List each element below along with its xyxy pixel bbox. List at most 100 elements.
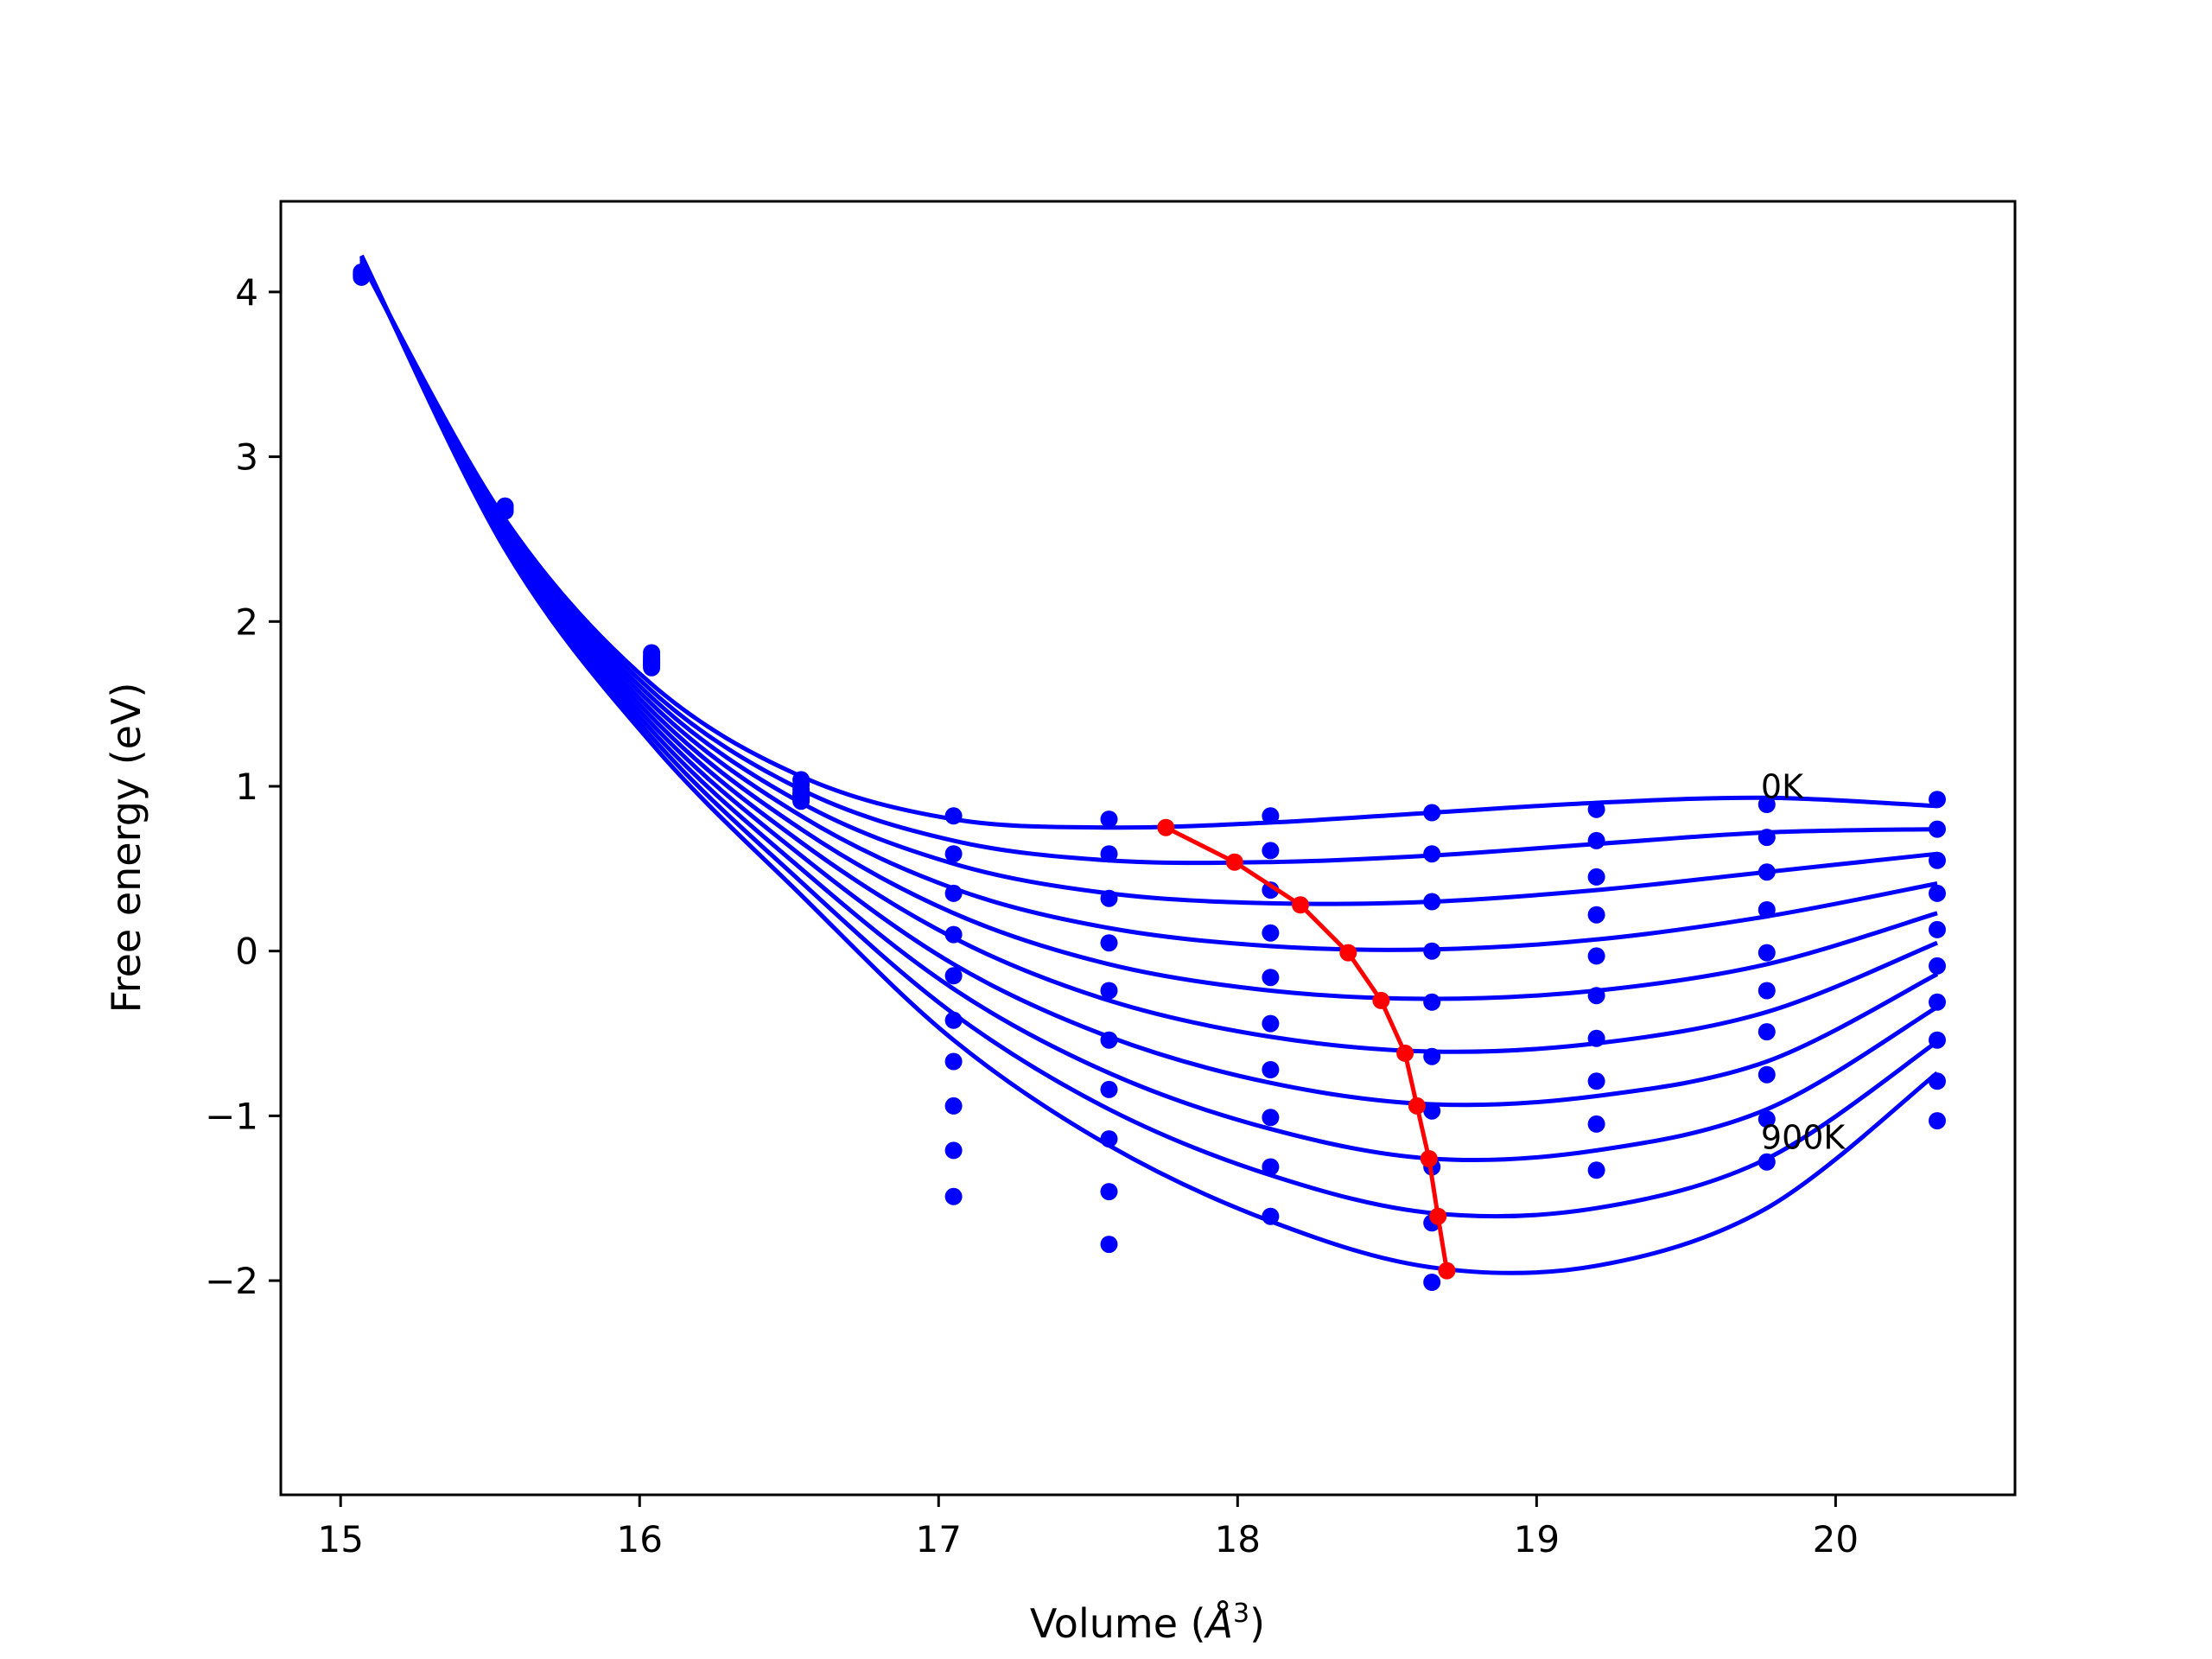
data-point-900K-1: [496, 502, 514, 520]
minima-point-6: [1408, 1096, 1426, 1115]
data-point-900K-10: [1929, 1112, 1946, 1130]
y-axis-label: Free energy (eV): [103, 683, 149, 1014]
data-point-700K-6: [1262, 1109, 1280, 1127]
fit-curve-800K: [359, 254, 1939, 1219]
data-point-700K-10: [1929, 1031, 1946, 1049]
data-point-400K-7: [1423, 993, 1441, 1011]
data-point-500K-4: [944, 1011, 963, 1029]
x-axis-label-exponent: 3: [1233, 1599, 1249, 1629]
x-tick-label-17: 17: [916, 1518, 962, 1560]
data-point-900K-4: [944, 1187, 963, 1205]
y-tick-label-3: 3: [235, 436, 258, 479]
data-point-500K-9: [1758, 982, 1776, 1000]
data-point-700K-5: [1100, 1130, 1118, 1148]
data-point-500K-10: [1929, 957, 1946, 975]
data-point-600K-9: [1758, 1023, 1776, 1041]
data-point-800K-4: [944, 1141, 963, 1160]
y-tick-label-0: 0: [235, 931, 258, 973]
minima-point-8: [1429, 1207, 1447, 1225]
data-point-300K-8: [1587, 906, 1605, 924]
data-point-100K-8: [1587, 831, 1605, 849]
data-point-500K-5: [1100, 1031, 1118, 1049]
data-point-0K-7: [1423, 804, 1441, 822]
minima-group: [1157, 818, 1456, 1280]
x-tick-label-18: 18: [1215, 1518, 1261, 1560]
fit-curve-200K: [359, 259, 1938, 906]
data-point-400K-10: [1929, 920, 1946, 938]
data-point-100K-5: [1100, 845, 1118, 863]
fit-curve-100K: [359, 261, 1938, 866]
data-point-900K-2: [643, 658, 661, 677]
data-point-900K-9: [1758, 1153, 1776, 1171]
minima-point-3: [1339, 944, 1357, 962]
data-point-200K-7: [1423, 893, 1441, 911]
data-point-900K-8: [1587, 1161, 1605, 1179]
fit-curve-700K: [359, 256, 1939, 1163]
x-axis-label-prefix: Volume (: [1030, 1600, 1206, 1647]
data-point-100K-10: [1929, 820, 1946, 838]
fit-curves-group: [359, 254, 1939, 1275]
x-tick-label-20: 20: [1813, 1518, 1859, 1560]
data-point-800K-8: [1587, 1115, 1605, 1133]
data-point-400K-8: [1587, 947, 1605, 965]
data-point-100K-6: [1262, 842, 1280, 860]
minima-point-4: [1372, 991, 1390, 1009]
minima-point-1: [1225, 853, 1243, 871]
minima-line: [1165, 825, 1449, 1272]
data-point-400K-9: [1758, 944, 1776, 962]
x-tick-label-16: 16: [617, 1518, 663, 1560]
data-point-600K-6: [1262, 1061, 1280, 1078]
data-point-100K-7: [1423, 845, 1441, 863]
x-tick-label-19: 19: [1514, 1518, 1560, 1560]
minima-point-5: [1396, 1044, 1414, 1062]
data-point-0K-5: [1100, 810, 1118, 829]
data-point-400K-4: [944, 967, 963, 985]
data-point-800K-5: [1100, 1183, 1118, 1201]
y-tick-label-1: 1: [235, 766, 258, 808]
data-point-0K-9: [1758, 796, 1776, 813]
data-point-200K-9: [1758, 863, 1776, 881]
fit-curve-900K: [359, 254, 1939, 1275]
fit-curve-300K: [359, 259, 1938, 952]
data-point-800K-9: [1758, 1110, 1776, 1128]
data-point-600K-4: [944, 1052, 963, 1071]
x-axis-label: Volume (Å3): [1030, 1599, 1265, 1647]
data-point-500K-6: [1262, 1014, 1280, 1033]
fit-curve-0K: [359, 261, 1938, 830]
data-point-100K-9: [1758, 829, 1776, 847]
y-tick-label--1: −1: [205, 1095, 258, 1137]
data-point-0K-6: [1262, 807, 1280, 825]
minima-point-9: [1438, 1262, 1456, 1280]
fit-curve-600K: [359, 256, 1939, 1108]
annotations-group: 0K 900K: [1761, 767, 1847, 1156]
data-point-800K-6: [1262, 1158, 1280, 1176]
data-point-400K-5: [1100, 982, 1118, 1000]
data-point-900K-3: [792, 792, 810, 810]
data-point-0K-8: [1587, 800, 1605, 818]
y-tick-label-4: 4: [235, 271, 258, 314]
y-tick-label--2: −2: [205, 1260, 258, 1302]
data-point-900K-5: [1100, 1236, 1118, 1254]
data-point-300K-5: [1100, 934, 1118, 952]
data-point-200K-8: [1587, 868, 1605, 886]
x-tick-label-15: 15: [317, 1518, 363, 1560]
minima-point-7: [1420, 1150, 1438, 1167]
data-point-700K-8: [1587, 1072, 1605, 1090]
data-point-200K-4: [944, 884, 963, 902]
data-point-300K-6: [1262, 924, 1280, 942]
data-point-700K-4: [944, 1096, 963, 1115]
data-point-500K-8: [1587, 987, 1605, 1005]
data-point-0K-4: [944, 807, 963, 825]
data-point-300K-10: [1929, 884, 1946, 902]
data-point-900K-0: [353, 268, 371, 286]
x-axis-ticks: 15 16 17 18 19 20: [317, 1495, 1859, 1560]
y-axis-ticks: −2 −1 0 1 2 3 4: [205, 271, 281, 1302]
data-points-group: [353, 264, 1946, 1291]
annotation-0k: 0K: [1761, 767, 1804, 805]
x-axis-label-unit: Å: [1204, 1600, 1233, 1647]
minima-point-2: [1292, 896, 1309, 914]
data-point-200K-10: [1929, 851, 1946, 869]
data-point-900K-7: [1423, 1274, 1441, 1291]
data-point-700K-9: [1758, 1065, 1776, 1084]
